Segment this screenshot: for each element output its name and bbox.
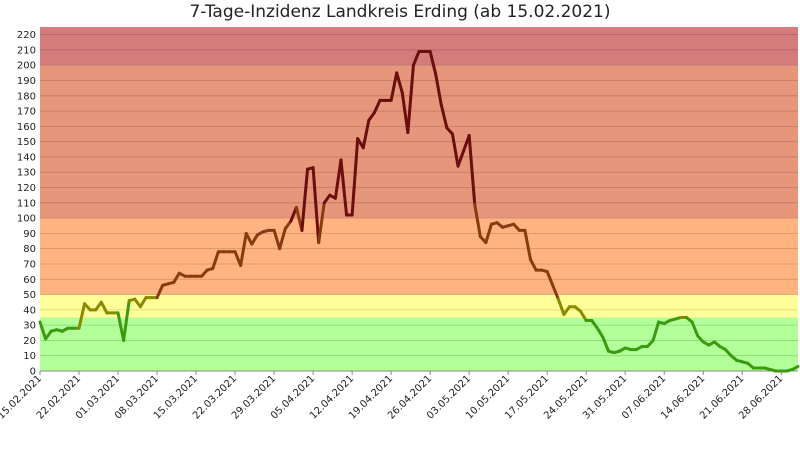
- y-tick-label-130: 130: [17, 168, 36, 179]
- series-segment-93: [556, 297, 566, 316]
- series-segment-54: [339, 158, 349, 217]
- series-segment-21: [155, 283, 165, 300]
- series-segment-51: [322, 193, 332, 205]
- series-segment-75: [456, 149, 466, 168]
- y-tick-label-140: 140: [17, 152, 36, 163]
- series-segment-58: [361, 118, 371, 150]
- y-tick-label-30: 30: [23, 321, 36, 332]
- series-segment-44: [283, 219, 293, 231]
- y-tick-label-70: 70: [23, 259, 36, 270]
- y-tick-label-50: 50: [23, 290, 36, 301]
- series-segment-78: [473, 202, 482, 238]
- y-tick-label-10: 10: [23, 351, 36, 362]
- y-tick-label-90: 90: [23, 229, 36, 240]
- series-segment-67: [411, 49, 421, 67]
- band-4: [40, 27, 798, 66]
- series-segment-87: [523, 228, 532, 261]
- series-segment-31: [211, 250, 220, 271]
- series-segment-101: [601, 335, 610, 353]
- series-segment-14: [116, 311, 126, 342]
- series-segment-66: [406, 63, 415, 134]
- series-segment-56: [350, 137, 360, 217]
- series-segment-99: [590, 319, 599, 330]
- series-segment-18: [138, 296, 148, 309]
- band-0: [40, 317, 798, 371]
- series-segment-11: [99, 300, 109, 315]
- series-segment-135: [790, 364, 800, 371]
- series-segment-110: [651, 320, 661, 342]
- series-segment-72: [439, 103, 449, 130]
- series-segment-60: [372, 98, 382, 115]
- y-tick-label-220: 220: [17, 30, 36, 41]
- series-segment-53: [333, 158, 343, 200]
- series-segment-97: [579, 309, 588, 323]
- series-segment-50: [317, 201, 326, 245]
- y-tick-label-100: 100: [17, 214, 36, 225]
- series-segment-94: [562, 305, 571, 316]
- y-tick-label-160: 160: [17, 122, 36, 133]
- y-tick-label-190: 190: [17, 76, 36, 87]
- series-segment-117: [690, 320, 700, 338]
- band-2: [40, 218, 798, 295]
- band-1: [40, 294, 798, 318]
- y-tick-label-170: 170: [17, 107, 36, 118]
- series-segment-37: [244, 231, 254, 246]
- y-tick-label-210: 210: [17, 45, 36, 56]
- series-segment-59: [367, 111, 376, 122]
- y-tick-label-180: 180: [17, 91, 36, 102]
- series-segment-0: [38, 320, 48, 341]
- series-segment-64: [395, 71, 404, 95]
- y-tick-label-40: 40: [23, 305, 36, 316]
- chart-title: 7-Tage-Inzidenz Landkreis Erding (ab 15.…: [189, 2, 611, 22]
- series-segment-38: [250, 233, 259, 246]
- series-segment-47: [300, 167, 310, 232]
- series-segment-71: [434, 72, 443, 107]
- series-segment-15: [122, 299, 131, 342]
- y-tick-label-60: 60: [23, 275, 36, 286]
- y-tick-label-120: 120: [17, 183, 36, 194]
- series-segment-49: [311, 166, 321, 245]
- series-segment-100: [595, 326, 605, 339]
- series-segment-80: [484, 222, 493, 245]
- series-segment-63: [389, 71, 399, 102]
- series-segment-43: [278, 227, 287, 251]
- series-segment-92: [551, 283, 560, 301]
- y-tick-label-20: 20: [23, 336, 36, 347]
- series-segment-70: [428, 49, 438, 76]
- y-tick-label-80: 80: [23, 244, 36, 255]
- series-segment-91: [545, 270, 555, 287]
- y-tick-label-110: 110: [17, 198, 36, 209]
- series-segment-88: [528, 257, 538, 272]
- y-tick-label-200: 200: [17, 61, 36, 72]
- series-segment-74: [450, 132, 460, 168]
- series-segment-7: [77, 302, 87, 330]
- y-tick-label-150: 150: [17, 137, 36, 148]
- series-segment-1: [44, 329, 53, 341]
- series-segment-24: [172, 271, 181, 284]
- y-tick-label-0: 0: [30, 367, 36, 378]
- series-segment-42: [272, 228, 282, 251]
- series-segment-77: [467, 134, 477, 206]
- band-3: [40, 65, 798, 219]
- series-segment-36: [239, 231, 248, 268]
